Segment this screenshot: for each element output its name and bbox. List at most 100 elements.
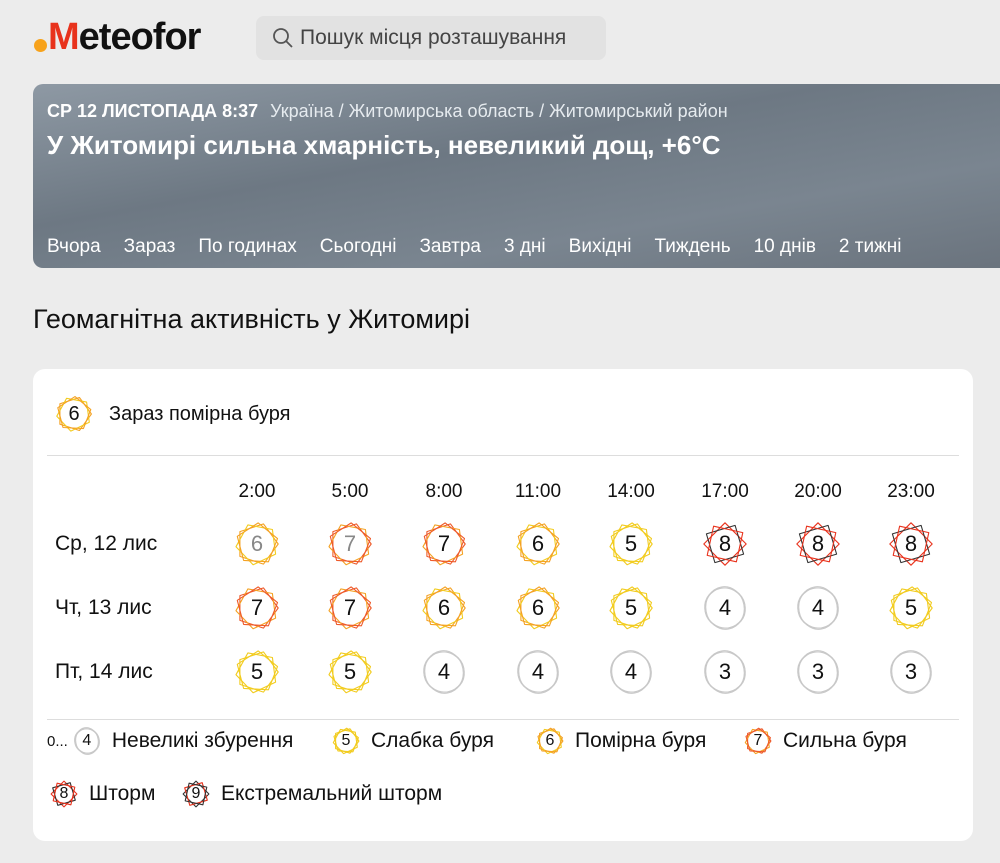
kp-value: 5 (904, 595, 918, 620)
legend-badge: 7 (741, 724, 775, 758)
nav-tab[interactable]: По годинах (198, 236, 297, 257)
kp-value: 5 (343, 659, 357, 684)
kp-index-badge: 6 (229, 516, 285, 572)
kp-value: 7 (343, 595, 357, 620)
legend-item: 7 Сильна буря (741, 724, 907, 758)
kp-index-badge: 7 (322, 580, 378, 636)
kp-value: 4 (718, 595, 732, 620)
kp-index-badge: 8 (883, 516, 939, 572)
kp-value: 6 (531, 595, 545, 620)
legend-item: 9 Екстремальний шторм (179, 777, 442, 811)
day-label: Чт, 13 лис (55, 596, 152, 619)
legend-label: Шторм (89, 782, 156, 805)
kp-index-badge: 3 (883, 644, 939, 700)
legend-value: 9 (191, 785, 201, 802)
kp-value: 5 (624, 595, 638, 620)
nav-tab[interactable]: Завтра (419, 236, 481, 257)
time-header: 11:00 (514, 481, 562, 502)
time-header: 2:00 (238, 481, 276, 502)
time-header: 17:00 (701, 481, 749, 502)
legend-item: 5 Слабка буря (329, 724, 494, 758)
nav-tab[interactable]: 10 днів (753, 236, 816, 257)
nav-tab[interactable]: 2 тижні (838, 236, 902, 257)
divider (47, 719, 959, 720)
time-header: 8:00 (425, 481, 463, 502)
kp-value: 3 (904, 659, 918, 684)
logo-text: eteofor (78, 15, 202, 58)
kp-value: 8 (718, 531, 732, 556)
kp-index-badge: 4 (697, 580, 753, 636)
kp-index-badge: 7 (416, 516, 472, 572)
kp-index-badge: 7 (229, 580, 285, 636)
kp-value: 6 (437, 595, 451, 620)
page-title: Геомагнітна активність у Житомирі (33, 304, 470, 334)
kp-index-badge: 6 (510, 516, 566, 572)
kp-index-badge: 5 (229, 644, 285, 700)
kp-value: 5 (250, 659, 264, 684)
kp-value: 3 (718, 659, 732, 684)
legend-badge: 9 (179, 777, 213, 811)
logo-dot (34, 38, 47, 52)
nav-tab[interactable]: Сьогодні (319, 236, 397, 257)
nav-tab[interactable]: Зараз (123, 236, 176, 257)
time-header: 14:00 (607, 481, 655, 502)
kp-index-badge: 5 (603, 580, 659, 636)
legend-label: Невеликі збурення (111, 729, 294, 752)
weather-banner: СР 12 ЛИСТОПАДА 8:37 Україна / Житомирськ… (33, 84, 1000, 268)
current-activity: 6 Зараз помірна буря (51, 391, 290, 437)
legend-badge: 4 (70, 724, 104, 758)
time-header: 23:00 (887, 481, 935, 502)
kp-index-badge: 3 (790, 644, 846, 700)
nav-tab[interactable]: Тиждень (654, 236, 731, 257)
location-breadcrumb[interactable]: Україна / Житомирська область / Житомирс… (270, 101, 728, 121)
kp-index-badge: 4 (510, 644, 566, 700)
kp-index-badge: 4 (416, 644, 472, 700)
legend-label: Сильна буря (783, 729, 907, 752)
kp-index-badge: 6 (416, 580, 472, 636)
search-icon (273, 28, 293, 48)
current-level-label: Зараз помірна буря (109, 402, 291, 425)
nav-tab[interactable]: Вчора (47, 236, 101, 257)
day-label: Пт, 14 лис (55, 660, 153, 683)
legend-badge: 6 (533, 724, 567, 758)
current-level-badge: 6 (51, 391, 97, 437)
legend-value: 4 (82, 732, 92, 749)
kp-value: 6 (250, 531, 264, 556)
logo-letter: M (48, 15, 80, 58)
legend-badge: 8 (47, 777, 81, 811)
nav-tab[interactable]: 3 дні (504, 236, 546, 257)
forecast-nav: Вчора Зараз По годинах Сьогодні Завтра 3 дні В… (47, 236, 902, 258)
kp-value: 7 (343, 531, 357, 556)
legend-value: 6 (545, 732, 555, 749)
kp-value: 7 (437, 531, 451, 556)
kp-index-badge: 8 (697, 516, 753, 572)
time-header: 5:00 (331, 481, 369, 502)
kp-value: 4 (624, 659, 638, 684)
kp-index-badge: 5 (883, 580, 939, 636)
kp-index-badge: 8 (790, 516, 846, 572)
legend-label: Екстремальний шторм (221, 782, 443, 805)
legend-badge: 5 (329, 724, 363, 758)
kp-value: 3 (811, 659, 825, 684)
kp-index-badge: 5 (603, 516, 659, 572)
divider (47, 455, 959, 456)
breadcrumb: СР 12 ЛИСТОПАДА 8:37 Україна / Житомирськ… (47, 101, 728, 122)
current-level-value: 6 (68, 402, 80, 425)
legend-label: Слабка буря (371, 729, 494, 752)
weather-headline: У Житомирі сильна хмарність, невеликий д… (47, 130, 721, 160)
kp-value: 4 (811, 595, 825, 620)
kp-value: 7 (250, 595, 264, 620)
kp-value: 8 (811, 531, 825, 556)
legend-value: 5 (341, 732, 351, 749)
legend-item: 6 Помірна буря (533, 724, 706, 758)
legend-item: 0... 4 Невеликі збурення (47, 724, 293, 758)
kp-value: 5 (624, 531, 638, 556)
nav-tab[interactable]: Вихідні (568, 236, 632, 257)
kp-index-badge: 4 (790, 580, 846, 636)
time-header: 20:00 (794, 481, 842, 502)
kp-value: 8 (904, 531, 918, 556)
kp-index-badge: 7 (322, 516, 378, 572)
kp-index-badge: 6 (510, 580, 566, 636)
search-input[interactable]: Пошук місця розташування (256, 16, 606, 60)
